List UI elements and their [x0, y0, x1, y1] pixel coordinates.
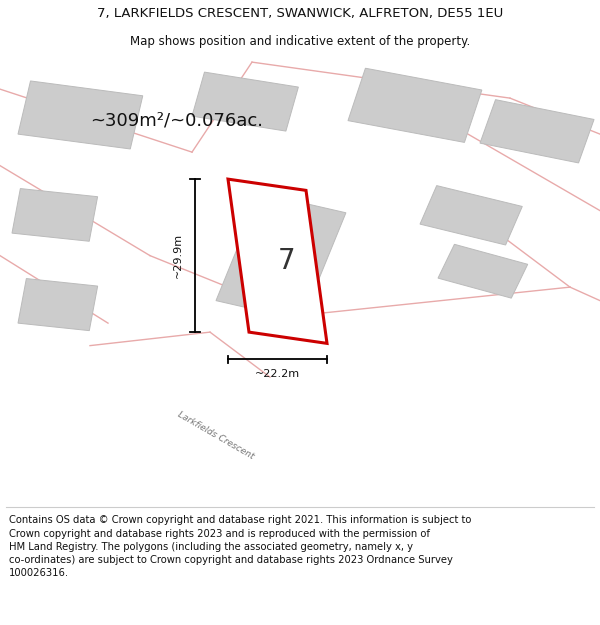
Text: 7, LARKFIELDS CRESCENT, SWANWICK, ALFRETON, DE55 1EU: 7, LARKFIELDS CRESCENT, SWANWICK, ALFRET…	[97, 7, 503, 20]
Text: 7: 7	[278, 248, 295, 275]
Text: ~22.2m: ~22.2m	[255, 369, 300, 379]
Text: Larkfields Crescent: Larkfields Crescent	[176, 410, 256, 461]
Polygon shape	[480, 99, 594, 163]
Polygon shape	[348, 68, 482, 142]
Text: ~29.9m: ~29.9m	[173, 233, 183, 278]
Text: Contains OS data © Crown copyright and database right 2021. This information is : Contains OS data © Crown copyright and d…	[9, 515, 472, 578]
Polygon shape	[420, 186, 522, 245]
Polygon shape	[192, 72, 298, 131]
Polygon shape	[18, 81, 143, 149]
Text: ~309m²/~0.076ac.: ~309m²/~0.076ac.	[90, 112, 263, 129]
Polygon shape	[228, 179, 327, 343]
Polygon shape	[18, 279, 98, 331]
Text: Map shows position and indicative extent of the property.: Map shows position and indicative extent…	[130, 35, 470, 48]
Polygon shape	[216, 193, 346, 321]
Polygon shape	[438, 244, 528, 298]
Polygon shape	[12, 189, 98, 241]
